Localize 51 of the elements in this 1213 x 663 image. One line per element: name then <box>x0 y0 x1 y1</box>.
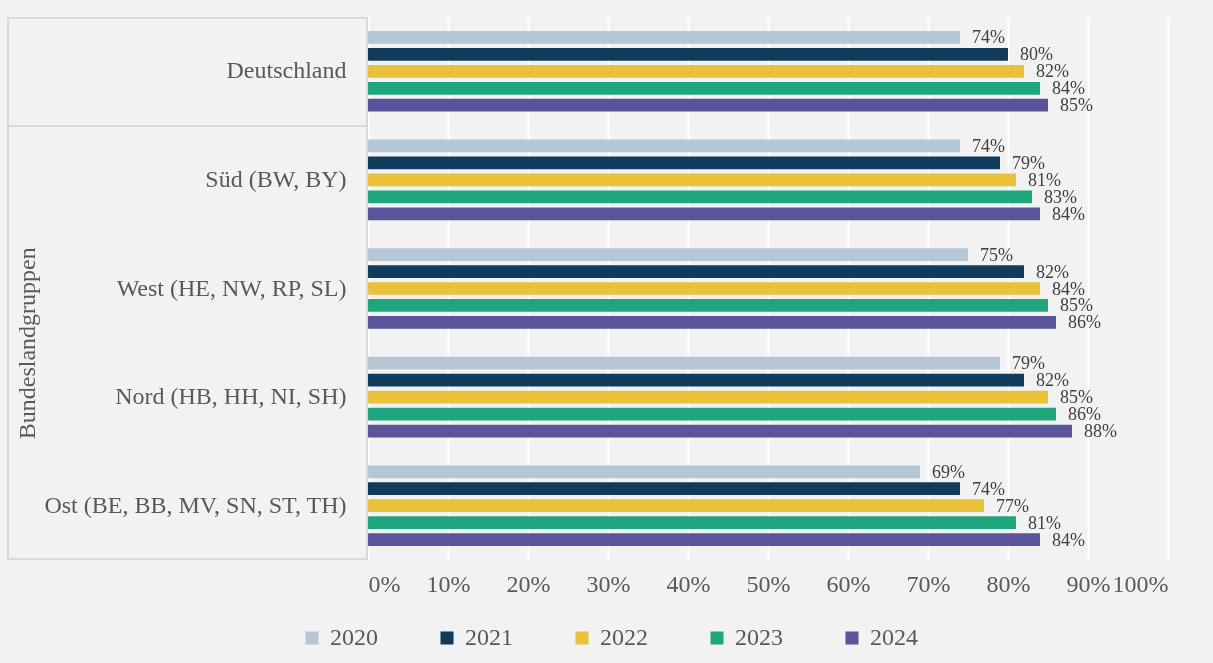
legend-label: 2020 <box>330 624 378 650</box>
bar <box>368 390 1048 404</box>
x-tick-label: 20% <box>506 570 551 597</box>
x-tick-label: 80% <box>986 570 1031 597</box>
bar <box>368 373 1024 387</box>
bar <box>368 265 1024 278</box>
legend-label: 2022 <box>600 624 648 650</box>
bar <box>368 533 1040 546</box>
bar <box>368 248 968 261</box>
x-tick-label: 70% <box>906 570 951 597</box>
data-label: 75% <box>980 244 1013 265</box>
bar <box>368 31 960 44</box>
x-tick-label: 50% <box>746 570 791 597</box>
bar <box>368 139 960 153</box>
bar <box>368 207 1040 221</box>
data-label: 74% <box>972 27 1005 48</box>
legend-label: 2023 <box>735 624 783 650</box>
bar <box>368 282 1040 295</box>
x-tick-label: 90% <box>1066 570 1111 597</box>
data-label: 69% <box>932 461 965 482</box>
x-tick-label: 0% <box>368 570 401 597</box>
legend-label: 2024 <box>870 624 918 650</box>
y-tick-label: Deutschland <box>226 57 347 84</box>
bar <box>368 299 1048 312</box>
bar <box>368 64 1024 78</box>
y-tick-label: Nord (HB, HH, NI, SH) <box>115 383 347 410</box>
x-tick-label: 60% <box>826 570 871 597</box>
bar <box>368 465 920 479</box>
y-axis-title: Bundeslandgruppen <box>13 247 40 440</box>
x-tick-label: 30% <box>586 570 631 597</box>
bar <box>368 516 1016 530</box>
bar <box>368 316 1056 329</box>
y-tick-label: Ost (BE, BB, MV, SN, ST, TH) <box>44 491 347 518</box>
bar <box>368 156 1000 170</box>
x-tick-label: 40% <box>666 570 711 597</box>
bar <box>368 499 984 513</box>
bar <box>368 47 1008 61</box>
bar <box>368 407 1056 421</box>
y-tick-label: Süd (BW, BY) <box>205 165 347 192</box>
bar <box>368 482 960 496</box>
bar <box>368 356 1000 370</box>
data-label: 74% <box>972 135 1005 156</box>
x-tick-label: 10% <box>426 570 471 597</box>
bar <box>368 190 1032 204</box>
y-tick-label: West (HE, NW, RP, SL) <box>116 274 347 301</box>
legend-label: 2021 <box>465 624 513 650</box>
bar <box>368 98 1048 112</box>
x-tick-label: 100% <box>1112 570 1169 597</box>
bar <box>368 173 1016 187</box>
bar <box>368 81 1040 95</box>
bar <box>368 424 1072 438</box>
